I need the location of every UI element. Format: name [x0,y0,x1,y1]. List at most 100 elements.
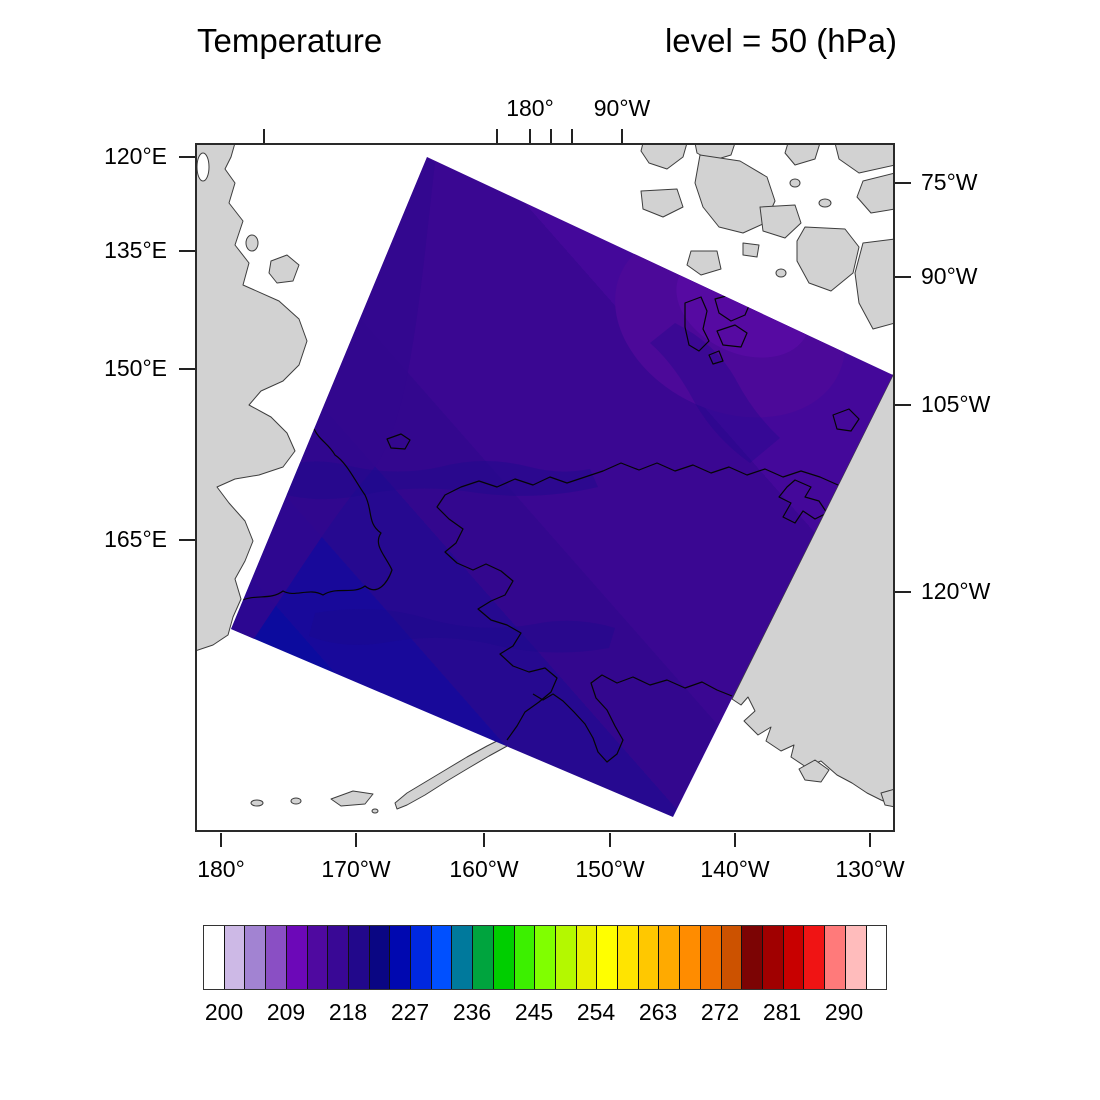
coastlines [237,292,860,763]
colorbar-label: 236 [452,999,492,1025]
colorbar-box [368,926,390,989]
colorbar-box [306,926,328,989]
colorbar-box [554,926,576,989]
colorbar-label: 245 [514,999,554,1025]
axis-tick-right [895,182,911,184]
coast-south-central [532,674,733,763]
colorbar-box [865,926,887,989]
axis-label-top: 180° [506,95,554,121]
colorbar-box [534,926,555,989]
island-small-1 [245,234,259,252]
plot-title-level: level = 50 (hPa) [664,22,897,59]
axis-label-top: 90°W [593,95,651,121]
coast-banks-island-d [708,350,724,365]
colorbar-label: 290 [824,999,864,1025]
colorbar-box [824,926,845,989]
island-corner [880,788,895,808]
island-speck-2 [290,797,302,805]
colorbar-box [389,926,411,989]
axis-label-bottom: 130°W [835,856,905,882]
contour-band-upper-left [231,157,435,640]
axis-label-bottom: 160°W [449,856,519,882]
axis-tick-bottom [869,833,871,847]
axis-tick-top [263,129,265,143]
colorbar-label: 263 [638,999,678,1025]
land-canada [731,370,895,807]
axis-label-left: 150°E [104,355,167,381]
coast-banks-island-c [716,324,748,348]
coast-great-bear-lake [778,479,828,524]
island-small-3 [330,790,374,807]
axis-tick-left [179,539,195,541]
axis-label-bottom: 180° [197,856,245,882]
colorbar-label: 227 [390,999,430,1025]
colorbar-box [410,926,431,989]
colorbar-label: 281 [762,999,802,1025]
colorbar-box [803,926,825,989]
colorbar-box [720,926,742,989]
colorbar-box [285,926,307,989]
colorbar-box [699,926,721,989]
coast-banks-island-a [684,296,710,352]
axis-label-left: 135°E [104,237,167,263]
colorbar-label: 254 [576,999,616,1025]
colorbar-box [575,926,597,989]
landmasses [195,143,895,814]
colorbar-label: 272 [700,999,740,1025]
axis-tick-right [895,276,911,278]
colorbar-box [513,926,535,989]
terrain-mottling [265,323,780,653]
axis-tick-right [895,404,911,406]
chukotka-lagoon [196,152,210,182]
colorbar-box [658,926,680,989]
axis-label-right: 120°W [921,578,991,604]
coast-victoria-partial [832,408,860,432]
colorbar [203,925,887,990]
colorbar-box [782,926,804,989]
coast-arctic-west [436,462,839,741]
plot-title-variable: Temperature [197,22,383,59]
island-small-2 [268,254,300,284]
colorbar-box [347,926,369,989]
axis-label-bottom: 170°W [321,856,391,882]
axis-tick-bottom [483,833,485,847]
map-frame [195,143,895,832]
axis-tick-left [179,368,195,370]
axis-tick-top [550,129,552,143]
colorbar-label: 200 [204,999,244,1025]
coast-lake [386,433,411,450]
island-speck-1 [250,799,264,807]
colorbar-box [223,926,245,989]
axis-tick-bottom [609,833,611,847]
axis-label-left: 120°E [104,143,167,169]
axis-label-bottom: 150°W [575,856,645,882]
colorbar-box [679,926,700,989]
axis-label-right: 105°W [921,391,991,417]
axis-label-bottom: 140°W [700,856,770,882]
axis-label-right: 75°W [921,169,978,195]
colorbar-label: 218 [328,999,368,1025]
map-panel [195,143,895,832]
island-se-alaska [798,759,830,783]
colorbar-box [761,926,783,989]
axis-label-left: 165°E [104,526,167,552]
colorbar-box [451,926,473,989]
colorbar-box [244,926,266,989]
axis-tick-bottom [734,833,736,847]
colorbar-box [741,926,762,989]
land-chukotka [195,143,308,652]
axis-tick-left [179,156,195,158]
colorbar-box [472,926,493,989]
colorbar-box [492,926,514,989]
colorbar-box [204,926,224,989]
colorbar-box [596,926,618,989]
axis-label-right: 90°W [921,263,978,289]
axis-tick-bottom [220,833,222,847]
colorbar-box [637,926,659,989]
colorbar-box [327,926,348,989]
colorbar-box [265,926,286,989]
axis-tick-right [895,591,911,593]
colorbar-label: 209 [266,999,306,1025]
axis-tick-bottom [355,833,357,847]
